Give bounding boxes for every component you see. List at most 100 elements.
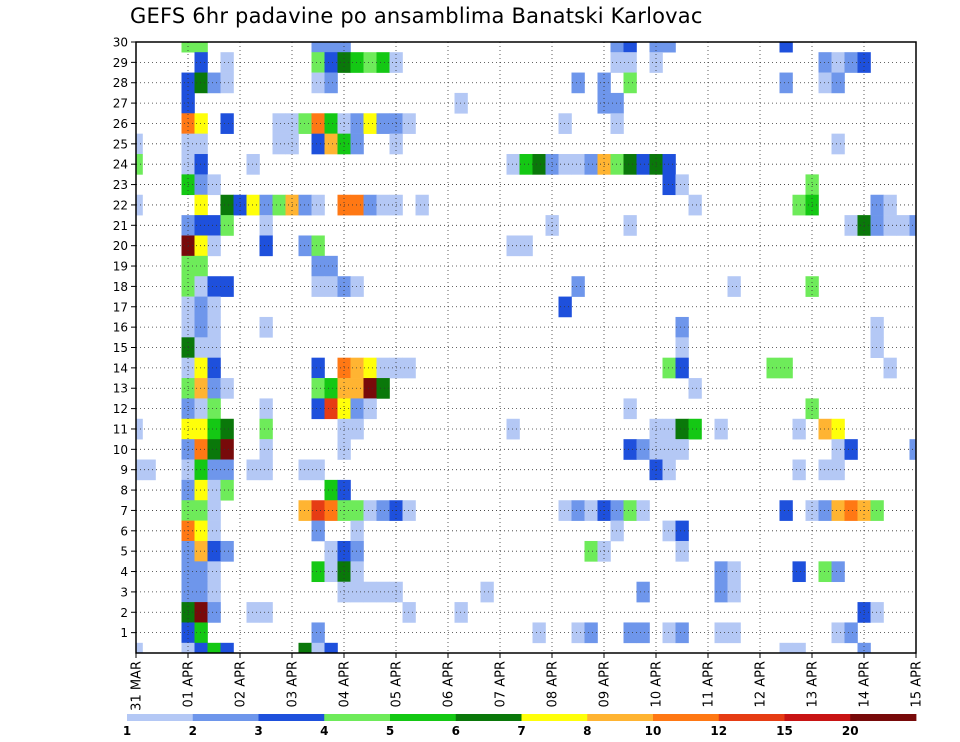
- heatmap-cell: [662, 439, 676, 460]
- heatmap-cell: [584, 622, 598, 644]
- heatmap-cell: [610, 113, 624, 134]
- heatmap-cell: [610, 154, 624, 175]
- heatmap-cell: [259, 439, 273, 460]
- heatmap-cell: [402, 602, 416, 623]
- heatmap-cell: [311, 357, 325, 379]
- heatmap-cell: [142, 459, 156, 481]
- heatmap-cell: [194, 154, 208, 175]
- heatmap-cell: [818, 459, 832, 481]
- heatmap-cell: [844, 52, 858, 73]
- colorbar-swatch: [521, 714, 588, 721]
- heatmap-cell: [207, 276, 221, 297]
- heatmap-cell: [324, 378, 338, 399]
- heatmap-cell: [558, 154, 572, 175]
- colorbar-label: 6: [452, 724, 460, 738]
- heatmap-cell: [376, 113, 390, 134]
- chart-title: GEFS 6hr padavine po ansamblima Banatski…: [130, 4, 703, 28]
- y-tick-label: 21: [113, 219, 128, 233]
- heatmap-cell: [311, 42, 325, 53]
- heatmap-cell: [220, 479, 234, 501]
- heatmap-cell: [831, 133, 845, 155]
- heatmap-cell: [136, 154, 143, 175]
- heatmap-cell: [727, 561, 741, 583]
- heatmap-cell: [350, 561, 364, 583]
- colorbar-label: 12: [710, 724, 727, 738]
- y-tick-label: 23: [113, 178, 128, 192]
- colorbar-swatch: [784, 714, 851, 721]
- heatmap-cell: [259, 215, 273, 236]
- heatmap-cell: [350, 500, 364, 521]
- y-tick-label: 7: [120, 504, 128, 518]
- heatmap-cell: [870, 215, 884, 236]
- heatmap-cell: [402, 500, 416, 521]
- heatmap-cell: [779, 42, 793, 53]
- heatmap-cell: [662, 622, 676, 644]
- heatmap-cell: [259, 602, 273, 623]
- heatmap-cell: [194, 622, 208, 644]
- heatmap-cell: [207, 479, 221, 501]
- heatmap-cell: [610, 500, 624, 521]
- heatmap-cell: [870, 602, 884, 623]
- heatmap-cell: [220, 378, 234, 399]
- heatmap-cell: [220, 540, 234, 562]
- x-tick-label: 12 APR: [754, 661, 769, 707]
- heatmap-cell: [194, 459, 208, 481]
- heatmap-cell: [350, 398, 364, 420]
- heatmap-cell: [636, 154, 650, 175]
- heatmap-cell: [675, 540, 689, 562]
- heatmap-cell: [194, 602, 208, 623]
- heatmap-cell: [207, 459, 221, 481]
- heatmap-cell: [636, 581, 650, 603]
- heatmap-cell: [350, 378, 364, 399]
- heatmap-cell: [298, 642, 312, 654]
- y-tick-label: 8: [120, 484, 128, 498]
- heatmap-cell: [363, 194, 377, 216]
- heatmap-cell: [883, 357, 897, 379]
- heatmap-cell: [688, 194, 702, 216]
- heatmap-cell: [272, 194, 286, 216]
- heatmap-cell: [831, 418, 845, 440]
- heatmap-cell: [324, 42, 338, 53]
- colorbar: 1 2 3 4 5 6 7 8 10 12 15 20: [123, 714, 917, 738]
- heatmap-cell: [636, 622, 650, 644]
- heatmap-cell: [311, 235, 325, 257]
- heatmap-cell: [558, 113, 572, 134]
- heatmap-cell: [675, 418, 689, 440]
- heatmap-cell: [584, 500, 598, 521]
- heatmap-cell: [324, 540, 338, 562]
- heatmap-cell: [636, 500, 650, 521]
- y-tick-label: 4: [120, 565, 128, 579]
- heatmap-cell: [220, 642, 234, 654]
- heatmap-cell: [714, 622, 728, 644]
- heatmap-cell: [324, 561, 338, 583]
- x-tick-label: 03 APR: [286, 661, 301, 707]
- colorbar-label: 20: [842, 724, 859, 738]
- heatmap-cell: [194, 378, 208, 399]
- heatmap-cell: [610, 42, 624, 53]
- heatmap-cell: [246, 194, 260, 216]
- heatmap-cell: [350, 133, 364, 155]
- heatmap-cell: [272, 133, 286, 155]
- heatmap-cell: [324, 276, 338, 297]
- heatmap-cell: [818, 52, 832, 73]
- heatmap-cell: [662, 520, 676, 542]
- heatmap-cell: [311, 52, 325, 73]
- heatmap-cell: [298, 500, 312, 521]
- heatmap-cell: [136, 133, 143, 155]
- heatmap-cell: [298, 194, 312, 216]
- heatmap-cell: [194, 255, 208, 277]
- heatmap-cell: [246, 459, 260, 481]
- heatmap-cell: [194, 42, 208, 53]
- heatmap-cell: [207, 316, 221, 338]
- heatmap-cell: [844, 500, 858, 521]
- heatmap-cell: [558, 296, 572, 318]
- heatmap-cell: [883, 194, 897, 216]
- heatmap-cell: [194, 520, 208, 542]
- y-tick-label: 3: [120, 585, 128, 599]
- x-tick-label: 01 APR: [182, 661, 197, 707]
- y-tick-label: 16: [113, 321, 128, 335]
- heatmap-cell: [870, 337, 884, 358]
- heatmap-cell: [194, 337, 208, 358]
- heatmap-cell: [376, 378, 390, 399]
- heatmap-cell: [259, 194, 273, 216]
